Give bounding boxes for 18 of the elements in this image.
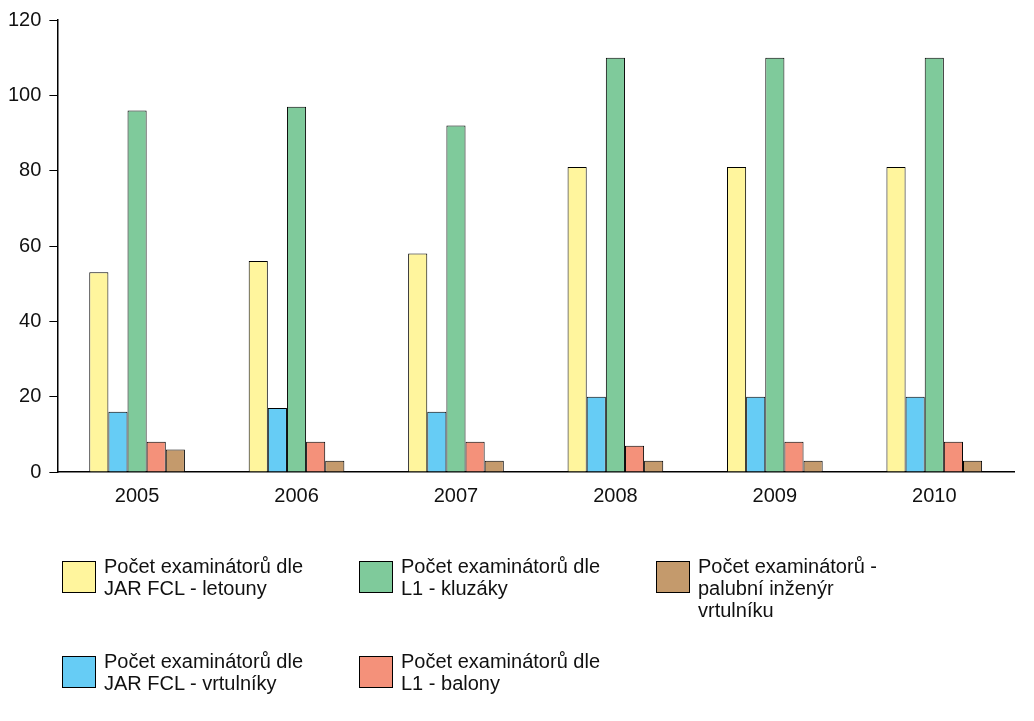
y-tick-label: 120 <box>7 7 42 30</box>
x-tick-label: 2009 <box>752 483 798 506</box>
y-tick-label: 20 <box>19 384 42 407</box>
x-tick-label: 2007 <box>433 483 479 506</box>
legend-label: Počet examinátorů dle JAR FCL - letouny <box>104 555 304 599</box>
y-tick-label: 40 <box>19 308 42 331</box>
x-tick-label: 2010 <box>912 483 957 506</box>
legend-label: Počet examinátorů dle L1 - kluzáky <box>401 555 601 599</box>
legend-label: Počet examinátorů dle JAR FCL - vrtulníky <box>104 650 304 694</box>
y-tick-label: 100 <box>7 82 42 105</box>
y-tick-label: 0 <box>30 459 42 482</box>
legend-label: Počet examinátorů dle L1 - balony <box>401 650 601 694</box>
legend-label: Počet examinátorů - palubní inženýr vrtulníku <box>698 555 878 621</box>
y-tick-label: 60 <box>19 233 42 256</box>
x-tick-label: 2005 <box>114 483 160 506</box>
x-tick-label: 2008 <box>593 483 638 506</box>
x-tick-label: 2006 <box>274 483 319 506</box>
y-tick-label: 80 <box>19 158 42 181</box>
